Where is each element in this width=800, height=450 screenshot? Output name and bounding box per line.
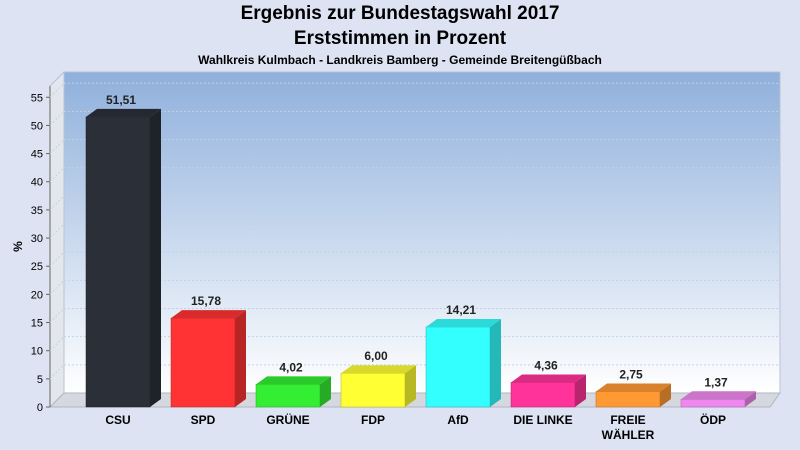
value-label: 14,21 bbox=[446, 303, 476, 317]
x-tick-label: DIE LINKE bbox=[513, 413, 572, 427]
y-tick-label: 55 bbox=[31, 92, 43, 104]
bar-front bbox=[85, 116, 151, 408]
x-tick-label: ÖDP bbox=[700, 412, 726, 427]
chart-location: Wahlkreis Kulmbach - Landkreis Bamberg -… bbox=[198, 53, 602, 67]
bar-front bbox=[170, 317, 236, 408]
x-tick-label: GRÜNE bbox=[266, 412, 309, 427]
x-tick-label: FDP bbox=[361, 413, 385, 427]
y-tick-label: 40 bbox=[31, 177, 43, 189]
x-tick-label: SPD bbox=[191, 413, 216, 427]
y-tick-label: 35 bbox=[31, 205, 43, 217]
gridline-side bbox=[49, 280, 65, 295]
gridline-side bbox=[49, 364, 65, 380]
y-axis-label: % bbox=[11, 241, 25, 252]
y-tick-label: 50 bbox=[31, 120, 43, 132]
bar-spd bbox=[170, 310, 246, 408]
bar-freie-wähler bbox=[595, 383, 671, 408]
bar-front bbox=[255, 384, 321, 408]
bar-top bbox=[171, 310, 246, 319]
bar-side bbox=[660, 383, 671, 407]
value-label: 15,78 bbox=[191, 294, 221, 308]
gridline-side bbox=[49, 82, 65, 98]
bar-front bbox=[680, 399, 746, 408]
bar-front bbox=[510, 382, 576, 408]
gridline-side bbox=[49, 195, 65, 211]
x-tick-label: FREIE WÄHLER bbox=[602, 413, 655, 442]
bar-side bbox=[320, 376, 331, 407]
bar-side bbox=[405, 365, 416, 407]
bar-front bbox=[595, 391, 661, 408]
x-tick-label: AfD bbox=[447, 413, 469, 427]
y-tick-label: 5 bbox=[37, 374, 43, 386]
bar-front bbox=[340, 372, 406, 408]
bar-side bbox=[235, 310, 246, 407]
bar-grüne bbox=[255, 376, 331, 408]
y-tick-label: 10 bbox=[31, 346, 43, 358]
bar-side bbox=[150, 108, 161, 408]
bar-side bbox=[490, 318, 501, 407]
bar-top bbox=[596, 383, 671, 392]
bar-top bbox=[341, 365, 416, 374]
y-tick-label: 25 bbox=[31, 261, 43, 273]
value-label: 4,36 bbox=[534, 358, 558, 372]
bar-top bbox=[426, 318, 501, 327]
bar-afd bbox=[425, 318, 501, 408]
x-tick-label: CSU bbox=[105, 413, 130, 427]
y-tick-label: 30 bbox=[31, 233, 43, 245]
chart-subtitle: Erststimmen in Prozent bbox=[293, 28, 507, 49]
gridline-side bbox=[49, 167, 65, 183]
bar-side bbox=[745, 391, 756, 407]
gridline-side bbox=[49, 336, 65, 352]
gridline-side bbox=[49, 308, 65, 323]
bar-die-linke bbox=[510, 374, 586, 408]
bar-top bbox=[86, 108, 161, 117]
value-label: 2,75 bbox=[619, 368, 643, 382]
value-label: 51,51 bbox=[106, 93, 136, 107]
plot-side-wall bbox=[49, 70, 65, 409]
bar-top bbox=[511, 374, 586, 383]
y-tick-label: 20 bbox=[31, 289, 43, 301]
gridline-side bbox=[49, 111, 65, 126]
y-tick-label: 15 bbox=[31, 318, 43, 330]
bar-ödp bbox=[680, 391, 756, 408]
y-tick-label: 45 bbox=[31, 149, 43, 161]
y-tick-label: 0 bbox=[37, 402, 43, 414]
bar-front bbox=[425, 326, 491, 408]
bar-fdp bbox=[340, 365, 416, 408]
bar-csu bbox=[85, 108, 161, 408]
value-label: 4,02 bbox=[279, 360, 303, 374]
bar-top bbox=[681, 391, 756, 400]
gridline-side bbox=[49, 139, 65, 154]
gridline-side bbox=[49, 223, 65, 239]
value-label: 6,00 bbox=[364, 349, 388, 363]
value-label: 1,37 bbox=[704, 375, 728, 389]
chart-title: Ergebnis zur Bundestagswahl 2017 bbox=[240, 3, 560, 24]
bar-top bbox=[256, 376, 331, 385]
bar-side bbox=[575, 374, 586, 407]
gridline-side bbox=[49, 251, 65, 267]
